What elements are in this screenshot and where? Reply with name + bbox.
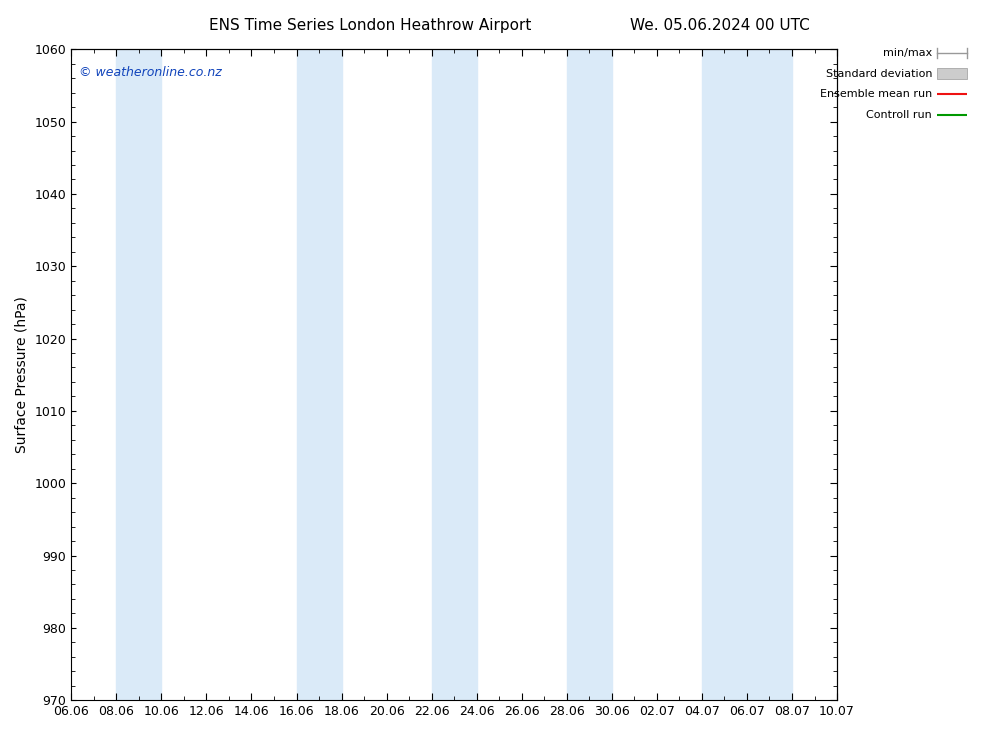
- Bar: [432, 49, 477, 700]
- Bar: [567, 49, 612, 700]
- Text: Ensemble mean run: Ensemble mean run: [820, 89, 932, 99]
- Text: min/max: min/max: [883, 48, 932, 58]
- Text: Standard deviation: Standard deviation: [826, 68, 932, 78]
- Bar: [702, 49, 747, 700]
- Text: ENS Time Series London Heathrow Airport: ENS Time Series London Heathrow Airport: [209, 18, 531, 33]
- Y-axis label: Surface Pressure (hPa): Surface Pressure (hPa): [15, 296, 29, 453]
- Text: Controll run: Controll run: [866, 109, 932, 119]
- Bar: [747, 49, 792, 700]
- Bar: [116, 49, 161, 700]
- Text: © weatheronline.co.nz: © weatheronline.co.nz: [79, 65, 222, 78]
- Text: We. 05.06.2024 00 UTC: We. 05.06.2024 00 UTC: [630, 18, 810, 33]
- Bar: [297, 49, 342, 700]
